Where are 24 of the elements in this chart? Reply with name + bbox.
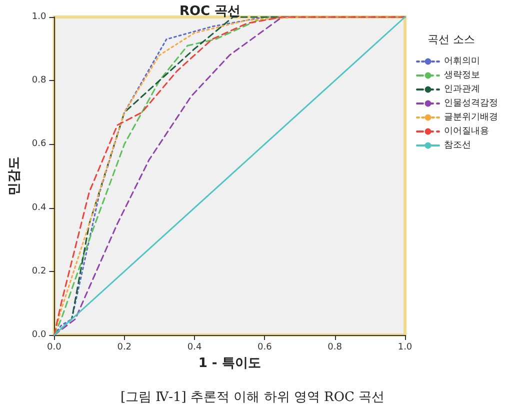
legend-label: 인물성격감정	[444, 98, 498, 108]
legend-title: 곡선 소스	[428, 33, 476, 46]
y-tick-label: 0.6	[32, 139, 46, 150]
x-tick-label: 0.8	[328, 342, 342, 352]
y-tick-label: 0.2	[32, 266, 46, 276]
y-tick-label: 0.8	[32, 76, 46, 86]
legend-label: 어휘의미	[444, 56, 480, 66]
x-axis-title: 1 - 특이도	[198, 356, 261, 371]
text: [그림 Ⅳ-1] 추론적 이해 하위 영역 ROC 곡선	[120, 390, 385, 405]
y-axis-title: 민감도	[7, 156, 22, 196]
legend-label: 인과관계	[444, 84, 480, 94]
chart-title: ROC 곡선	[179, 4, 241, 19]
x-tick-label: 0.0	[47, 342, 62, 352]
legend-label: 생략정보	[444, 70, 480, 80]
legend-label: 이어질내용	[444, 126, 489, 136]
legend-label: 글분위기배경	[444, 112, 498, 122]
x-tick-label: 1.0	[398, 342, 412, 352]
y-tick-label: 0.4	[32, 202, 46, 213]
x-tick-label: 0.6	[258, 342, 272, 352]
x-tick-label: 0.4	[187, 342, 202, 352]
x-tick-label: 0.2	[117, 342, 132, 352]
y-tick-label: 1.0	[32, 12, 46, 22]
legend-label: 참조선	[444, 140, 471, 150]
y-tick-label: 0.0	[32, 330, 46, 340]
